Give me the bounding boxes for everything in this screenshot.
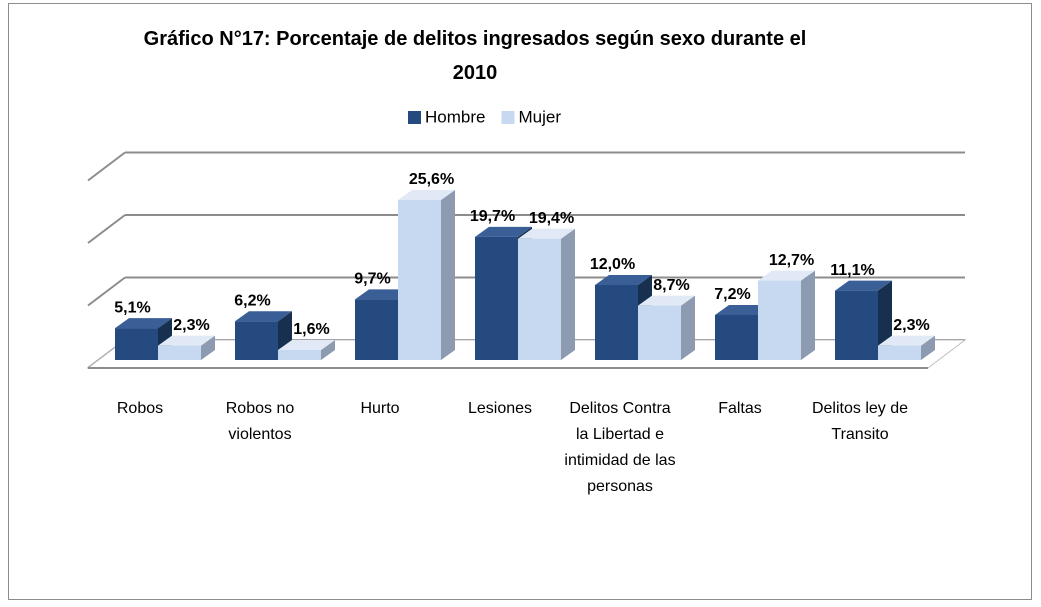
legend-label: Hombre xyxy=(425,107,485,126)
bar-top xyxy=(638,295,695,306)
value-label: 6,2% xyxy=(234,292,270,309)
bar xyxy=(398,200,441,360)
value-label: 19,4% xyxy=(529,210,574,227)
bar xyxy=(475,236,518,360)
bar xyxy=(518,238,561,360)
bar-top xyxy=(115,318,172,329)
bar-top xyxy=(398,190,455,200)
grid-line-side xyxy=(87,214,126,244)
value-label: 19,7% xyxy=(470,208,515,225)
bar-side xyxy=(201,335,215,360)
bar-top xyxy=(278,340,335,350)
bar-side xyxy=(681,295,695,360)
x-tick-label: Lesiones xyxy=(467,400,533,417)
bar-side xyxy=(921,335,935,360)
bar xyxy=(878,345,921,360)
legend-swatch xyxy=(408,111,421,124)
x-tick-label: Delitos Contra la Libertad e intimidad d… xyxy=(564,400,676,495)
x-tick-label: Hurto xyxy=(360,400,400,417)
bar xyxy=(835,290,878,360)
bar xyxy=(355,299,398,360)
value-label: 11,1% xyxy=(830,262,874,279)
bar xyxy=(715,315,758,360)
x-tick-label: Robos no violentos xyxy=(225,400,295,443)
bar-top xyxy=(355,289,412,300)
bar-top xyxy=(595,275,652,285)
bar-top xyxy=(158,335,215,346)
bar-side xyxy=(321,340,335,360)
value-label: 5,1% xyxy=(114,299,150,316)
x-tick-label: Delitos ley de Transito xyxy=(811,400,909,443)
legend-label: Mujer xyxy=(518,107,561,126)
x-tick-label: Faltas xyxy=(718,400,762,417)
bar xyxy=(595,285,638,360)
bar xyxy=(115,328,158,360)
bar-top xyxy=(235,311,292,322)
value-label: 2,3% xyxy=(893,317,929,334)
legend-swatch xyxy=(501,111,515,124)
bar xyxy=(638,305,681,360)
bar xyxy=(235,321,278,360)
bar-side xyxy=(561,228,575,360)
bar xyxy=(278,350,321,360)
bar-top xyxy=(518,228,575,239)
bar xyxy=(158,345,201,360)
bar-top xyxy=(758,270,815,281)
value-label: 7,2% xyxy=(714,286,750,303)
chart-title: Gráfico N°17: Porcentaje de delitos ingr… xyxy=(143,28,807,84)
bar xyxy=(758,280,801,360)
value-label: 25,6% xyxy=(409,171,454,188)
value-label: 12,0% xyxy=(590,256,635,273)
bar-top xyxy=(878,335,935,346)
grid-line-side xyxy=(87,276,126,307)
bar-top xyxy=(715,305,772,315)
bar-top xyxy=(835,280,892,291)
value-label: 1,6% xyxy=(293,321,329,338)
grid-line-side xyxy=(87,151,126,182)
x-tick-label: Robos xyxy=(116,400,164,417)
value-label: 8,7% xyxy=(653,277,689,294)
bar-side xyxy=(441,190,455,360)
value-label: 9,7% xyxy=(354,271,390,288)
bar-side xyxy=(801,270,815,360)
value-label: 12,7% xyxy=(769,252,814,269)
value-label: 2,3% xyxy=(173,317,209,334)
bar-top xyxy=(475,226,532,237)
